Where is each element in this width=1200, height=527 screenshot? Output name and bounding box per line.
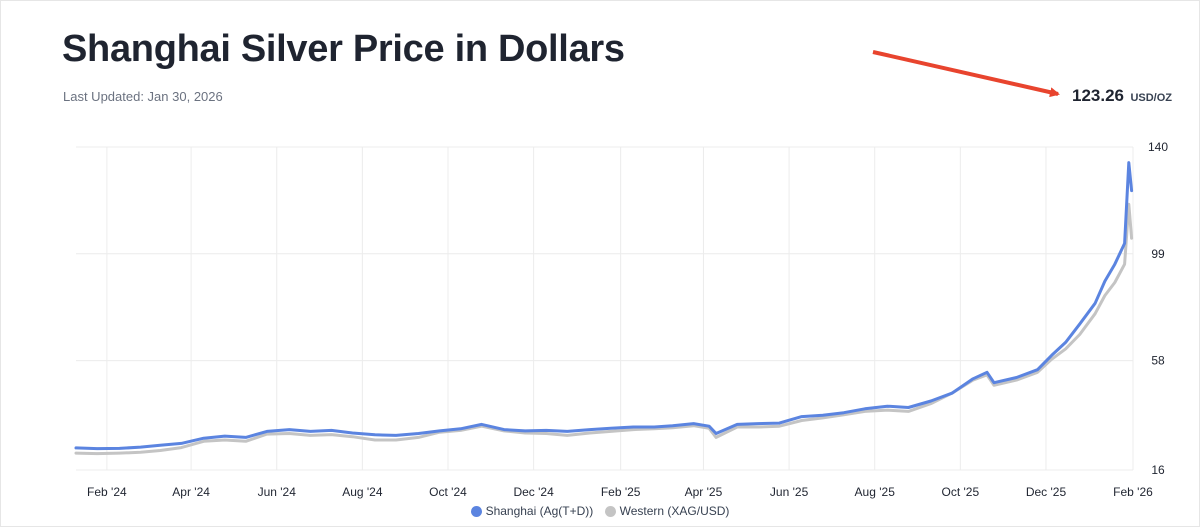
x-tick-label: Feb '26 <box>1113 485 1153 499</box>
price-unit: USD/OZ <box>1130 92 1172 104</box>
x-tick-label: Aug '25 <box>855 485 896 499</box>
x-tick-label: Apr '24 <box>172 485 210 499</box>
price-value: 123.26 <box>1071 86 1124 105</box>
page-title: Shanghai Silver Price in Dollars <box>62 28 625 70</box>
y-tick-label: 140 <box>1148 140 1168 154</box>
chart-grid <box>76 146 1134 471</box>
y-tick-label: 58 <box>1151 354 1165 368</box>
x-tick-label: Feb '25 <box>601 485 641 499</box>
y-axis-ticks: 16 58 99 140 <box>1148 140 1168 477</box>
chart-legend: Shanghai (Ag(T+D)) Western (XAG/USD) <box>0 504 1200 520</box>
x-axis-ticks: Feb '24 Apr '24 Jun '24 Aug '24 Oct '24 Dec '… <box>87 485 1153 499</box>
x-tick-label: Dec '25 <box>1026 485 1067 499</box>
legend-label-shanghai: Shanghai (Ag(T+D)) <box>485 504 594 518</box>
legend-label-western: Western (XAG/USD) <box>619 504 730 518</box>
y-tick-label: 99 <box>1151 247 1165 261</box>
x-tick-label: Dec '24 <box>513 485 554 499</box>
series-line-western <box>74 202 1134 456</box>
x-tick-label: Aug '24 <box>342 485 383 499</box>
x-tick-label: Jun '25 <box>770 485 809 499</box>
last-updated-label: Last Updated: Jan 30, 2026 <box>63 89 223 104</box>
legend-item-shanghai[interactable]: Shanghai (Ag(T+D)) <box>470 504 594 518</box>
legend-item-western[interactable]: Western (XAG/USD) <box>604 504 730 518</box>
x-tick-label: Feb '24 <box>87 485 127 499</box>
y-tick-label: 16 <box>1151 463 1165 477</box>
legend-swatch-shanghai <box>470 505 482 517</box>
current-price: 123.26 USD/OZ <box>1072 86 1172 106</box>
annotation-arrow <box>872 50 1060 98</box>
x-tick-label: Apr '25 <box>685 485 723 499</box>
x-tick-label: Oct '24 <box>429 485 467 499</box>
legend-swatch-western <box>604 505 616 517</box>
x-tick-label: Jun '24 <box>258 485 297 499</box>
series-layer <box>74 161 1134 456</box>
x-tick-label: Oct '25 <box>942 485 980 499</box>
series-line-shanghai <box>74 161 1134 451</box>
